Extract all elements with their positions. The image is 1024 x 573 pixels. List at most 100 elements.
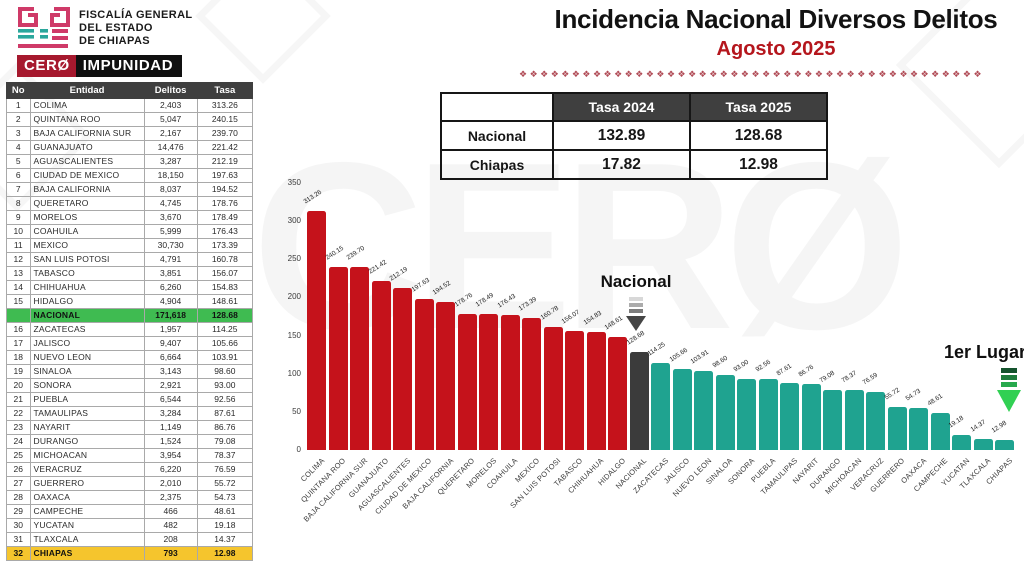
table-row: 10 COAHUILA 5,999 176.43: [6, 224, 254, 239]
bar: [973, 439, 993, 450]
table-row: 25 MICHOACAN 3,954 78.37: [6, 448, 254, 463]
bar: [909, 408, 928, 450]
bar: [629, 351, 649, 450]
table-row: 3 BAJA CALIFORNIA SUR 2,167 239.70: [6, 126, 254, 141]
rank-table-header-row: No Entidad Delitos Tasa: [6, 82, 254, 99]
bar: [780, 383, 799, 450]
table-row: 21 PUEBLA 6,544 92.56: [6, 392, 254, 407]
first-place-arrow-down-icon: [997, 368, 1021, 412]
org-name-line2: DEL ESTADO: [79, 22, 153, 34]
table-row: 20 SONORA 2,921 93.00: [6, 378, 254, 393]
comparison-header-tasa-2025: Tasa 2025: [689, 92, 828, 122]
bar: [866, 391, 885, 450]
bar: [479, 313, 498, 450]
col-header-entidad: Entidad: [29, 82, 145, 99]
table-row: 12 SAN LUIS POTOSI 4,791 160.78: [6, 252, 254, 267]
bar: [737, 379, 756, 450]
table-row: 17 JALISCO 9,407 105.66: [6, 336, 254, 351]
bar: [672, 369, 692, 450]
bar: [457, 313, 477, 450]
bar: [651, 362, 670, 450]
badge-cero: CERØ: [17, 55, 76, 77]
comparison-header-row: Tasa 2024 Tasa 2025: [440, 92, 828, 122]
bar: [500, 315, 520, 450]
bar: [393, 288, 412, 450]
comparison-header-blank: [440, 92, 554, 122]
table-row: 6 CIUDAD DE MEXICO 18,150 197.63: [6, 168, 254, 183]
table-row: 31 TLAXCALA 208 14.37: [6, 532, 254, 547]
bar: [995, 440, 1014, 450]
table-row: 28 OAXACA 2,375 54.73: [6, 490, 254, 505]
table-row: 26 VERACRUZ 6,220 76.59: [6, 462, 254, 477]
y-axis-tick-label: 0: [296, 445, 301, 454]
diamond-separator: ❖❖❖❖❖❖❖❖❖❖❖❖❖❖❖❖❖❖❖❖❖❖❖❖❖❖❖❖❖❖❖❖❖❖❖❖❖❖❖❖…: [519, 69, 985, 79]
fiscalia-logo-icon: [16, 5, 72, 56]
page-subtitle: Agosto 2025: [716, 38, 836, 60]
comparison-header-tasa-2024: Tasa 2024: [552, 92, 691, 122]
bar: [414, 299, 434, 450]
org-name: FISCALÍA GENERAL DEL ESTADO DE CHIAPAS: [79, 9, 193, 48]
table-row: NACIONAL 171,618 128.68: [6, 308, 254, 323]
background-diamond-motif: [195, 0, 331, 84]
table-row: 2 QUINTANA ROO 5,047 240.15: [6, 112, 254, 127]
cero-impunidad-badge: CERØ IMPUNIDAD: [17, 55, 183, 77]
national-arrow-down-icon: [626, 297, 646, 331]
y-axis-tick-label: 250: [287, 254, 301, 264]
y-axis-tick-label: 100: [287, 368, 301, 378]
badge-impunidad: IMPUNIDAD: [75, 55, 183, 77]
table-row: 19 SINALOA 3,143 98.60: [6, 364, 254, 379]
bar: [565, 330, 584, 450]
bar: [371, 281, 391, 450]
bar: [930, 412, 950, 450]
bar-value-label: 48.61: [926, 392, 944, 408]
table-row: 22 TAMAULIPAS 3,284 87.61: [6, 406, 254, 421]
bar: [436, 301, 455, 450]
table-row: 16 ZACATECAS 1,957 114.25: [6, 322, 254, 337]
bar: [715, 374, 735, 450]
bar: [887, 407, 907, 450]
comparison-label: Nacional: [440, 120, 554, 151]
table-row: 13 TABASCO 3,851 156.07: [6, 266, 254, 281]
table-row: 11 MEXICO 30,730 173.39: [6, 238, 254, 253]
table-row: 5 AGUASCALIENTES 3,287 212.19: [6, 154, 254, 169]
table-row: 23 NAYARIT 1,149 86.76: [6, 420, 254, 435]
table-row: 8 QUERETARO 4,745 178.76: [6, 196, 254, 211]
bar: [328, 266, 348, 450]
comparison-value: 12.98: [689, 149, 828, 180]
bar: [608, 336, 627, 450]
bar-value-label: 12.98: [990, 419, 1009, 435]
bar-value-label: 54.73: [904, 387, 923, 403]
comparison-value: 128.68: [689, 120, 828, 151]
col-header-tasa: Tasa: [196, 82, 254, 99]
comparison-table: Tasa 2024 Tasa 2025 Nacional 132.89 128.…: [440, 92, 828, 180]
comparison-value: 132.89: [552, 120, 691, 151]
comparison-value: 17.82: [552, 149, 691, 180]
y-axis-tick-label: 350: [287, 177, 301, 187]
bar: [801, 383, 821, 450]
table-row: 4 GUANAJUATO 14,476 221.42: [6, 140, 254, 155]
y-axis-tick-label: 300: [287, 216, 301, 226]
page-title: Incidencia Nacional Diversos Delitos: [554, 4, 998, 34]
bar: [586, 331, 606, 450]
table-row: 27 GUERRERO 2,010 55.72: [6, 476, 254, 491]
col-header-no: No: [6, 82, 31, 99]
table-row: 14 CHIHUAHUA 6,260 154.83: [6, 280, 254, 295]
rank-table: No Entidad Delitos Tasa 1 COLIMA 2,403 313.…: [6, 82, 254, 561]
table-row: 1 COLIMA 2,403 313.26: [6, 98, 254, 113]
bar: [543, 327, 563, 450]
y-axis-tick-label: 200: [287, 292, 301, 302]
table-row: 24 DURANGO 1,524 79.08: [6, 434, 254, 449]
table-row: 18 NUEVO LEON 6,664 103.91: [6, 350, 254, 365]
bar: [844, 390, 864, 450]
table-row: 15 HIDALGO 4,904 148.61: [6, 294, 254, 309]
y-axis-tick-label: 50: [292, 406, 301, 416]
national-annotation-label: Nacional: [600, 272, 672, 291]
rank-table-body: 1 COLIMA 2,403 313.26 2 QUINTANA ROO 5,047 240.…: [6, 98, 254, 561]
bar: [823, 389, 842, 450]
table-row: 9 MORELOS 3,670 178.49: [6, 210, 254, 225]
bar: [350, 267, 369, 450]
bar-value-label: 14.37: [969, 418, 987, 434]
bar: [694, 370, 713, 450]
table-row: 32 CHIAPAS 793 12.98: [6, 546, 254, 561]
table-row: 29 CAMPECHE 466 48.61: [6, 504, 254, 519]
